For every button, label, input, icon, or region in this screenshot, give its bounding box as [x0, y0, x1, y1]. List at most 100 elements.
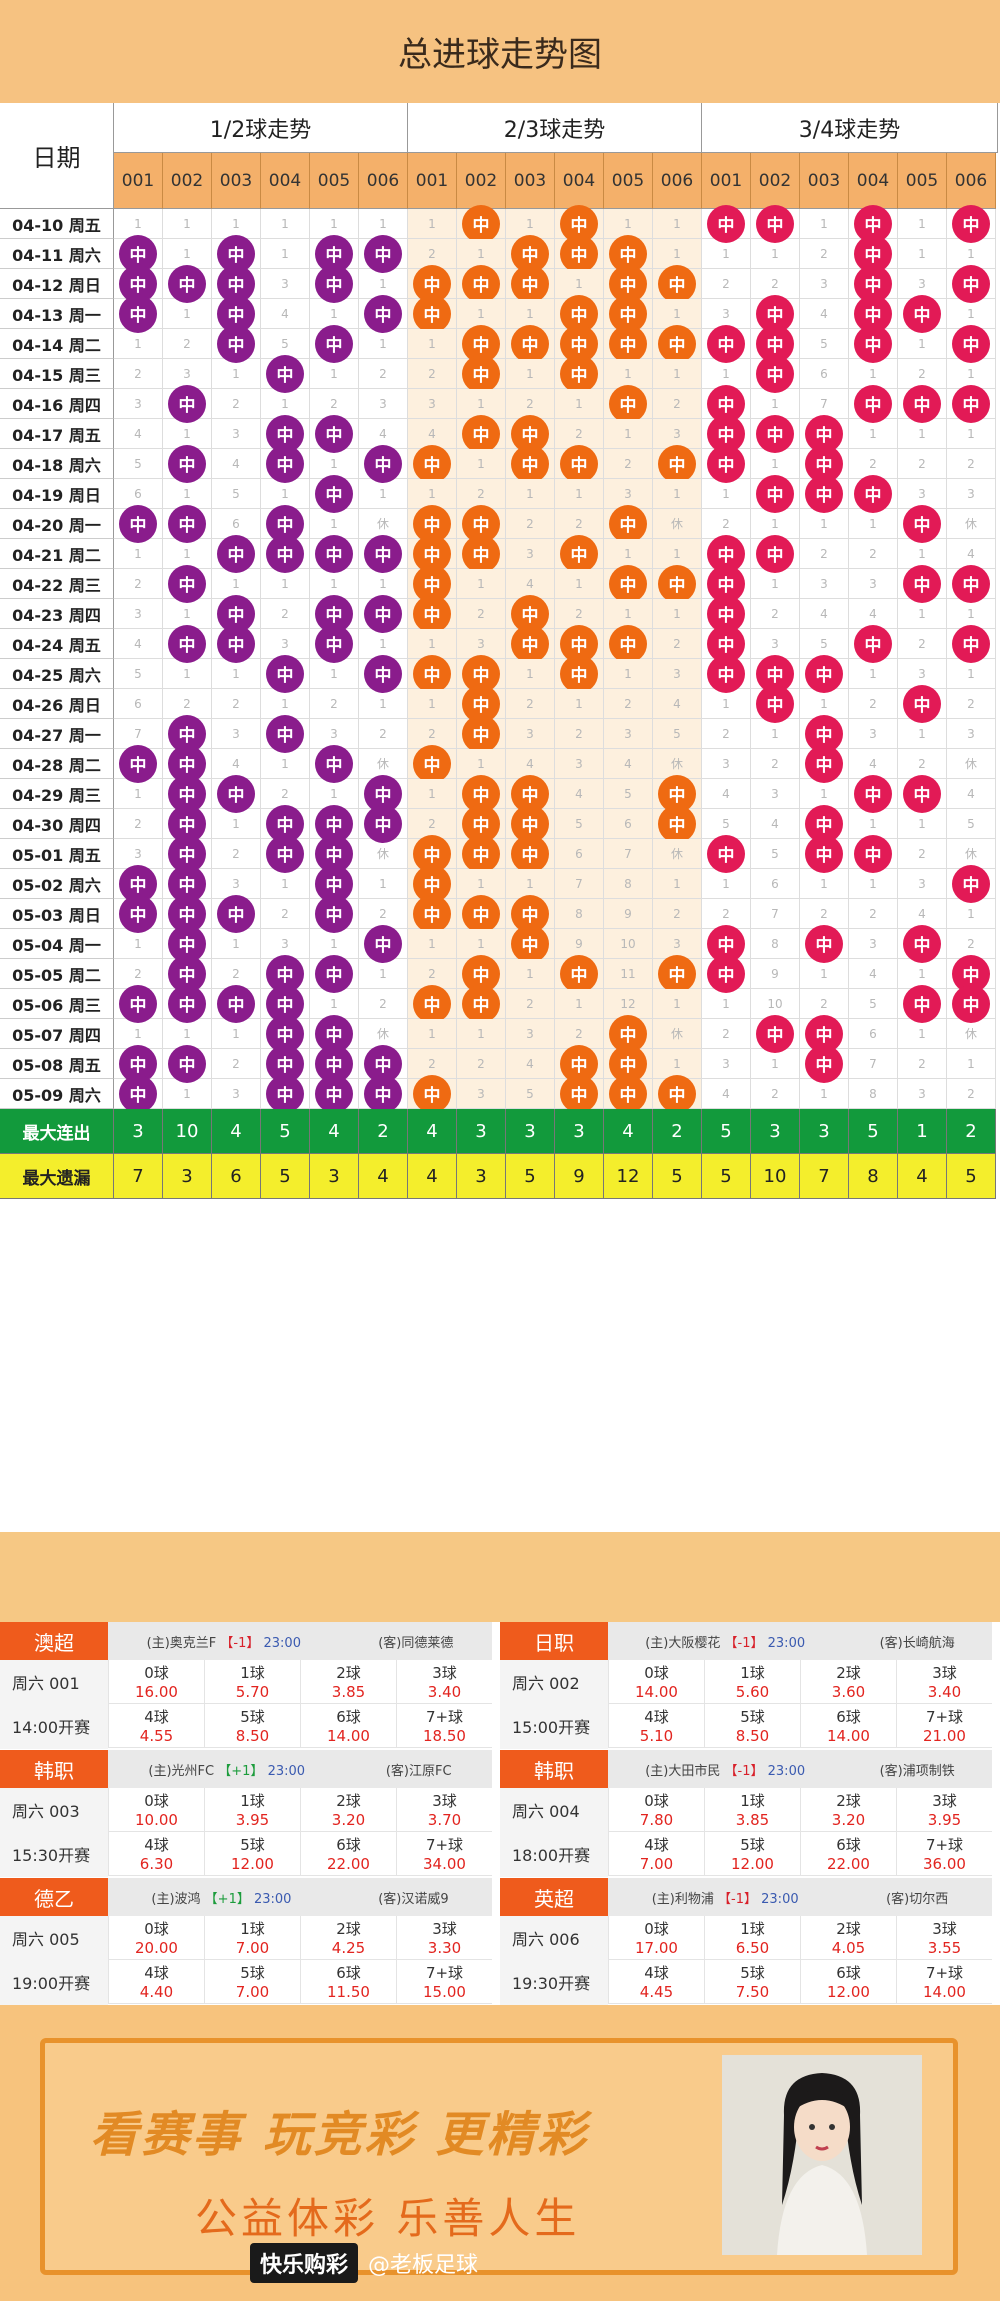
hit-ball-icon: 中: [119, 234, 157, 273]
miss-count: 1: [869, 876, 877, 891]
trend-cell: 中: [310, 894, 359, 933]
trend-cell: 中: [800, 744, 849, 783]
hit-ball-icon: 中: [952, 984, 990, 1023]
goal-odds-option[interactable]: 1球 6.50: [704, 1916, 800, 1960]
goal-odds-option[interactable]: 2球 4.25: [300, 1916, 396, 1960]
trend-cell: 中: [408, 654, 457, 693]
goal-odds-option[interactable]: 4球 5.10: [608, 1704, 704, 1748]
goal-odds-option[interactable]: 2球 3.60: [800, 1660, 896, 1704]
goal-odds-option[interactable]: 4球 6.30: [108, 1832, 204, 1876]
goal-odds-option[interactable]: 4球 4.55: [108, 1704, 204, 1748]
hit-ball-icon: 中: [511, 624, 549, 663]
trend-cell: 中: [849, 624, 898, 663]
goal-odds-option[interactable]: 1球 5.70: [204, 1660, 300, 1704]
miss-count: 1: [673, 486, 681, 501]
trend-cell: 中: [947, 384, 996, 423]
trend-cell: 中: [751, 414, 800, 453]
goal-odds-option[interactable]: 5球 7.50: [704, 1960, 800, 2004]
goal-odds-option[interactable]: 5球 8.50: [704, 1704, 800, 1748]
miss-count: 1: [428, 786, 436, 801]
odds-value: 6.50: [735, 1939, 770, 1957]
hit-ball-icon: 中: [462, 354, 500, 393]
hit-ball-icon: 中: [658, 1074, 696, 1113]
hit-ball-icon: 中: [217, 324, 255, 363]
kickoff-time: 19:00开赛: [12, 1974, 91, 1993]
goal-odds-option[interactable]: 1球 3.95: [204, 1788, 300, 1832]
goal-odds-option[interactable]: 3球 3.40: [896, 1660, 992, 1704]
goal-odds-option[interactable]: 1球 7.00: [204, 1916, 300, 1960]
trend-cell: 1: [457, 449, 506, 479]
goal-odds-option[interactable]: 3球 3.30: [396, 1916, 492, 1960]
goal-odds-option[interactable]: 1球 3.85: [704, 1788, 800, 1832]
trend-cell: 1: [212, 809, 261, 839]
goal-odds-option[interactable]: 0球 16.00: [108, 1660, 204, 1704]
match-number-header: 004: [261, 153, 310, 209]
goal-odds-option[interactable]: 0球 10.00: [108, 1788, 204, 1832]
goal-odds-option[interactable]: 5球 12.00: [704, 1832, 800, 1876]
goal-odds-option[interactable]: 1球 5.60: [704, 1660, 800, 1704]
goal-odds-option[interactable]: 7+球 18.50: [396, 1704, 492, 1748]
match-time: 23:00: [767, 1635, 806, 1651]
trend-cell: 中: [408, 1074, 457, 1113]
goal-odds-option[interactable]: 5球 7.00: [204, 1960, 300, 2004]
hit-ball-icon: 中: [364, 1074, 402, 1113]
goal-odds-option[interactable]: 0球 14.00: [608, 1660, 704, 1704]
goal-odds-option[interactable]: 0球 20.00: [108, 1916, 204, 1960]
hit-ball-icon: 中: [805, 834, 843, 873]
miss-count: 2: [722, 276, 730, 291]
miss-count: 6: [624, 816, 632, 831]
trend-cell: 3: [702, 749, 751, 779]
goal-odds-option[interactable]: 2球 3.85: [300, 1660, 396, 1704]
goal-odds-option[interactable]: 7+球 14.00: [896, 1960, 992, 2004]
trend-cell: 1: [457, 929, 506, 959]
trend-cell: 中: [457, 684, 506, 723]
miss-count: 1: [134, 936, 142, 951]
goal-odds-option[interactable]: 6球 22.00: [800, 1832, 896, 1876]
goal-odds-option[interactable]: 2球 3.20: [300, 1788, 396, 1832]
match-time: 23:00: [253, 1891, 292, 1907]
match-number-header: 006: [653, 153, 702, 209]
match-number-header: 005: [898, 153, 947, 209]
goal-odds-option[interactable]: 4球 4.40: [108, 1960, 204, 2004]
goal-count: 0球: [144, 1920, 169, 1938]
goal-odds-option[interactable]: 3球 3.40: [396, 1660, 492, 1704]
goal-odds-option[interactable]: 7+球 36.00: [896, 1832, 992, 1876]
hit-ball-icon: 中: [805, 654, 843, 693]
goal-odds-option[interactable]: 5球 8.50: [204, 1704, 300, 1748]
goal-odds-option[interactable]: 4球 4.45: [608, 1960, 704, 2004]
goal-odds-option[interactable]: 0球 17.00: [608, 1916, 704, 1960]
goal-count: 3球: [432, 1792, 457, 1810]
goal-odds-option[interactable]: 6球 11.50: [300, 1960, 396, 2004]
hit-ball-icon: 中: [707, 444, 745, 483]
teams-bar: (主)大阪樱花 【-1】 23:00 (客)长崎航海: [608, 1622, 992, 1660]
miss-count: 4: [771, 816, 779, 831]
miss-count: 2: [477, 606, 485, 621]
row-date: 05-04 周一: [0, 929, 114, 959]
hit-ball-icon: 中: [903, 924, 941, 963]
goal-odds-option[interactable]: 4球 7.00: [608, 1832, 704, 1876]
goal-odds-option[interactable]: 0球 7.80: [608, 1788, 704, 1832]
trend-cell: 7: [849, 1049, 898, 1079]
goal-count: 1球: [740, 1792, 765, 1810]
goal-odds-option[interactable]: 3球 3.70: [396, 1788, 492, 1832]
miss-count: 1: [183, 1026, 191, 1041]
goal-odds-option[interactable]: 5球 12.00: [204, 1832, 300, 1876]
goal-odds-option[interactable]: 7+球 21.00: [896, 1704, 992, 1748]
hit-ball-icon: 中: [462, 414, 500, 453]
goal-odds-option[interactable]: 6球 14.00: [300, 1704, 396, 1748]
goal-odds-option[interactable]: 7+球 15.00: [396, 1960, 492, 2004]
goal-odds-option[interactable]: 3球 3.95: [896, 1788, 992, 1832]
goal-odds-option[interactable]: 6球 12.00: [800, 1960, 896, 2004]
goal-odds-option[interactable]: 7+球 34.00: [396, 1832, 492, 1876]
miss-count: 6: [820, 366, 828, 381]
hit-ball-icon: 中: [462, 534, 500, 573]
trend-cell: 2: [408, 239, 457, 269]
goal-odds-option[interactable]: 3球 3.55: [896, 1916, 992, 1960]
goal-odds-option[interactable]: 6球 22.00: [300, 1832, 396, 1876]
goal-odds-option[interactable]: 2球 4.05: [800, 1916, 896, 1960]
goal-odds-option[interactable]: 6球 14.00: [800, 1704, 896, 1748]
hit-ball-icon: 中: [413, 744, 451, 783]
trend-cell: 4: [555, 779, 604, 809]
goal-odds-option[interactable]: 2球 3.20: [800, 1788, 896, 1832]
miss-count: 1: [428, 336, 436, 351]
